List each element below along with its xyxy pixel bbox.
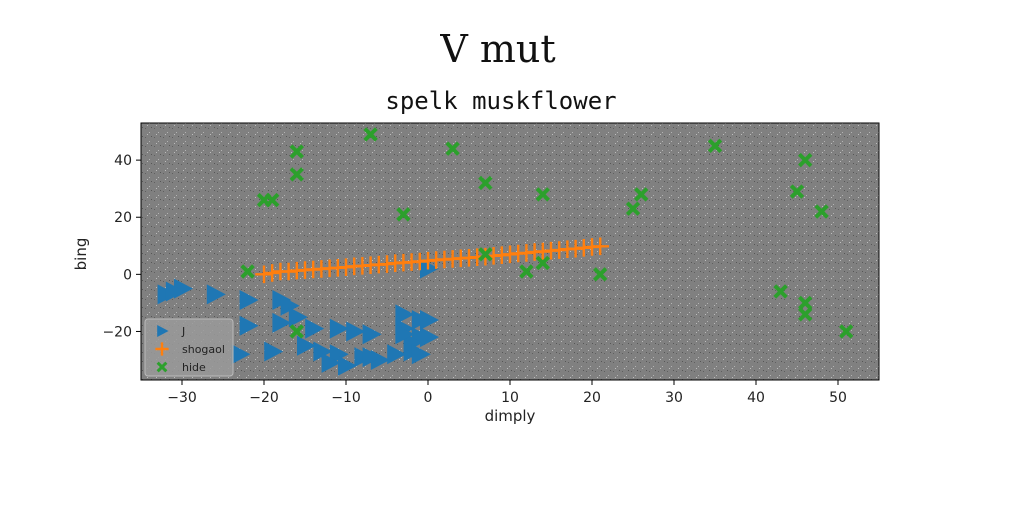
data-point-triangle-right (272, 312, 292, 333)
x-tick-label: 30 (665, 390, 683, 406)
data-point-triangle-right (165, 281, 185, 302)
data-point-x-filled (265, 192, 280, 208)
data-point-triangle-right (387, 344, 407, 365)
data-point-x-filled (634, 187, 649, 202)
y-axis-label: bing (72, 238, 90, 271)
data-point-triangle-right (305, 318, 325, 339)
y-tick-label: 40 (114, 153, 132, 169)
series-layer (157, 127, 854, 376)
data-point-x-filled (519, 264, 534, 279)
data-point-x-filled (535, 255, 550, 271)
data-point-x-filled (625, 201, 641, 216)
data-point-triangle-right (338, 355, 357, 376)
data-point-triangle-right (206, 284, 226, 305)
data-point-x-filled (789, 184, 805, 199)
data-point-triangle-right (313, 341, 333, 362)
x-tick-label: −20 (249, 390, 279, 406)
legend-label: hide (182, 361, 206, 374)
legend-marker-x-filled (156, 361, 168, 373)
chart-title: spelk muskflower (385, 87, 616, 115)
x-axis-label: dimply (485, 407, 536, 425)
y-axis-ticks: −20 0 20 40 (102, 153, 141, 340)
data-point-triangle-right (420, 327, 439, 348)
data-point-triangle-right (420, 258, 439, 279)
data-point-plus (255, 265, 273, 284)
data-point-triangle-right (395, 324, 415, 345)
data-point-triangle-right (264, 341, 284, 362)
data-point-triangle-right (297, 335, 316, 356)
data-point-triangle-right (329, 318, 349, 339)
data-point-x-filled (478, 247, 493, 262)
data-point-x-filled (773, 284, 788, 299)
data-point-triangle-right (239, 290, 259, 311)
data-point-x-filled (289, 324, 304, 339)
data-point-x-filled (535, 187, 550, 202)
data-point-x-filled (240, 264, 255, 279)
x-tick-label: 20 (583, 390, 601, 406)
x-tick-label: 50 (829, 390, 847, 406)
data-point-x-filled (798, 152, 813, 168)
data-point-x-filled (363, 127, 378, 142)
x-tick-label: 40 (747, 390, 765, 406)
data-point-x-filled (478, 175, 493, 191)
data-point-triangle-right (411, 344, 431, 365)
data-point-x-filled (707, 138, 723, 154)
legend-marker-plus (155, 342, 169, 356)
x-tick-label: 10 (501, 390, 519, 406)
data-point-triangle-right (420, 310, 439, 331)
legend-label: J (181, 325, 185, 338)
x-tick-label: −30 (167, 390, 197, 406)
data-point-triangle-right (321, 352, 341, 373)
data-point-triangle-right (231, 344, 251, 365)
data-point-triangle-right (362, 324, 382, 345)
data-point-triangle-right (395, 304, 415, 325)
data-point-triangle-right (403, 332, 423, 353)
x-tick-label: −10 (331, 390, 361, 406)
y-tick-label: −20 (102, 324, 132, 340)
x-axis-ticks: −30 −20 −10 0 10 20 30 40 50 (167, 380, 847, 406)
data-point-triangle-right (329, 344, 349, 365)
y-tick-label: 20 (114, 210, 132, 226)
figure-suptitle: V mut (439, 27, 555, 71)
data-point-triangle-right (239, 315, 259, 336)
data-point-x-filled (798, 307, 813, 322)
data-point-triangle-right (362, 347, 382, 368)
data-point-triangle-right (288, 307, 308, 328)
data-point-x-filled (289, 167, 304, 182)
legend-label: shogaol (182, 343, 225, 356)
legend-box (144, 318, 234, 377)
x-tick-label: 0 (424, 390, 433, 406)
data-point-plus (263, 264, 281, 282)
data-point-x-filled (839, 324, 854, 339)
data-point-x-filled (445, 141, 460, 156)
data-point-x-filled (289, 144, 304, 159)
data-point-x-filled (593, 267, 608, 282)
legend-marker-triangle-right (157, 325, 169, 337)
data-point-triangle-right (346, 321, 366, 342)
y-tick-label: 0 (123, 267, 132, 283)
data-point-plus (591, 237, 609, 256)
data-point-x-filled (798, 295, 813, 311)
data-point-x-filled (396, 207, 411, 222)
data-point-x-filled (814, 204, 829, 219)
data-point-triangle-right (280, 295, 300, 316)
